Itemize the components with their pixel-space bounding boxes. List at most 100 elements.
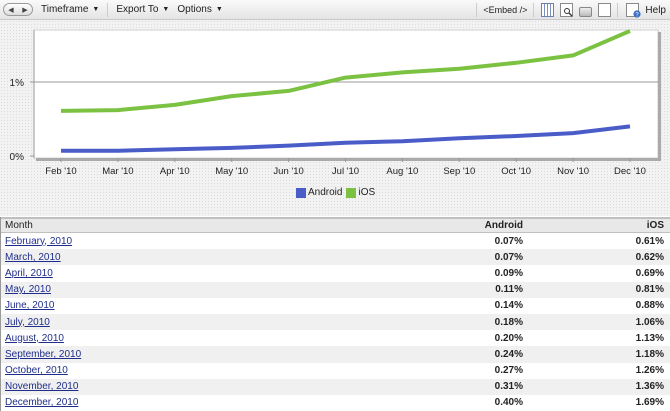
ios-value: 0.61%: [635, 235, 664, 247]
x-tick-label: Jul '10: [332, 166, 359, 177]
x-tick-label: Feb '10: [45, 166, 76, 177]
month-link[interactable]: September, 2010: [5, 348, 82, 360]
month-link[interactable]: March, 2010: [5, 251, 61, 263]
x-tick-label: Dec '10: [614, 166, 646, 177]
x-tick-label: Oct '10: [501, 166, 531, 177]
ios-value: 1.69%: [635, 397, 664, 409]
month-link[interactable]: July, 2010: [5, 316, 50, 328]
month-link[interactable]: August, 2010: [5, 332, 64, 344]
export-label: Export To: [116, 4, 159, 15]
table-row: September, 2010 0.24% 1.18%: [1, 346, 670, 363]
plot-area: [33, 29, 659, 159]
month-link[interactable]: June, 2010: [5, 300, 55, 312]
ios-value: 0.81%: [635, 284, 664, 296]
export-menu[interactable]: Export To ▼: [116, 4, 169, 15]
android-swatch: [296, 187, 306, 198]
table-row: August, 2010 0.20% 1.13%: [1, 330, 670, 346]
nav-buttons: ◀ ▶: [3, 3, 33, 16]
print-preview-icon[interactable]: [560, 3, 574, 17]
chevron-down-icon: ▼: [92, 6, 100, 13]
ios-value: 1.36%: [635, 381, 664, 393]
y-tick-label: 0%: [10, 152, 25, 163]
chevron-down-icon: ▼: [215, 6, 223, 13]
table-header: Month Android iOS: [1, 217, 670, 233]
x-tick-label: Jun '10: [273, 166, 303, 177]
android-value: 0.11%: [495, 284, 523, 296]
month-header[interactable]: Month: [5, 220, 33, 231]
android-value: 0.27%: [494, 365, 523, 377]
series-line-ios[interactable]: [60, 29, 631, 113]
toolbar-right: <Embed /> ? Help: [468, 0, 666, 20]
chart-legend: Android iOS: [296, 187, 379, 198]
android-value: 0.09%: [494, 267, 523, 279]
android-value: 0.14%: [494, 300, 523, 312]
ios-value: 1.26%: [635, 365, 664, 377]
table-row: July, 2010 0.18% 1.06%: [1, 313, 670, 331]
ios-value: 0.62%: [635, 251, 664, 263]
x-tick-label: Apr '10: [160, 166, 190, 177]
y-axis: 0% 1%: [10, 78, 25, 163]
table-row: November, 2010 0.31% 1.36%: [1, 378, 670, 395]
help-link[interactable]: Help: [645, 4, 666, 16]
x-tick-label: Sep '10: [443, 166, 475, 177]
x-tick-label: Nov '10: [557, 166, 589, 177]
table-row: April, 2010 0.09% 0.69%: [1, 265, 670, 281]
y-tick-label: 1%: [10, 78, 25, 89]
month-link[interactable]: May, 2010: [5, 284, 51, 296]
x-tick-label: May '10: [215, 166, 248, 177]
legend-label: iOS: [358, 187, 376, 198]
back-arrow-icon[interactable]: ◀: [8, 6, 14, 14]
ios-value: 1.13%: [635, 332, 664, 344]
divider: [617, 3, 619, 17]
table-row: May, 2010 0.11% 0.81%: [1, 281, 670, 298]
timeframe-label: Timeframe: [41, 4, 89, 15]
x-tick-label: Mar '10: [102, 166, 133, 177]
android-value: 0.40%: [494, 397, 523, 409]
forward-arrow-icon[interactable]: ▶: [22, 6, 28, 14]
options-label: Options: [177, 4, 212, 15]
help-icon[interactable]: ?: [626, 3, 642, 19]
month-link[interactable]: November, 2010: [5, 381, 79, 393]
data-lines: [60, 29, 631, 153]
table-row: October, 2010 0.27% 1.26%: [1, 363, 670, 379]
page-icon[interactable]: [598, 3, 612, 17]
svg-text:?: ?: [636, 13, 640, 19]
ios-value: 1.06%: [635, 316, 664, 328]
columns-icon[interactable]: [541, 3, 555, 17]
ios-header[interactable]: iOS: [646, 220, 664, 231]
ios-swatch: [346, 187, 357, 198]
legend-item-ios[interactable]: iOS: [346, 187, 375, 198]
divider: [107, 2, 109, 17]
month-link[interactable]: April, 2010: [5, 267, 53, 279]
table-body: February, 2010 0.07% 0.61% March, 2010 0.07%…: [1, 233, 670, 411]
table-row: March, 2010 0.07% 0.62%: [1, 249, 670, 266]
chart-area: 0% 1% Feb '10 Mar '10 Apr '10 May '10 Jun '10…: [0, 20, 670, 216]
toolbar: ◀ ▶ Timeframe ▼ Export To ▼ Options ▼ <E…: [0, 0, 670, 20]
ios-value: 0.88%: [635, 300, 664, 312]
android-value: 0.31%: [494, 381, 523, 393]
chevron-down-icon: ▼: [162, 6, 170, 13]
line-chart: 0% 1% Feb '10 Mar '10 Apr '10 May '10 Jun '10…: [10, 29, 661, 177]
options-menu[interactable]: Options ▼: [177, 4, 222, 15]
legend-item-android[interactable]: Android: [296, 187, 342, 198]
series-line-android[interactable]: [61, 124, 631, 153]
ios-value: 0.69%: [635, 267, 664, 279]
legend-label: Android: [308, 187, 343, 198]
data-table: Month Android iOS February, 2010 0.07% 0.6…: [0, 217, 670, 411]
timeframe-menu[interactable]: Timeframe ▼: [41, 4, 99, 15]
embed-button[interactable]: <Embed />: [483, 5, 528, 15]
divider: [533, 3, 535, 17]
table-row: February, 2010 0.07% 0.61%: [1, 233, 670, 249]
x-tick-label: Aug '10: [386, 166, 418, 177]
android-value: 0.07%: [494, 251, 523, 263]
android-value: 0.24%: [494, 348, 523, 360]
table-row: December, 2010 0.40% 1.69%: [1, 395, 670, 411]
android-header[interactable]: Android: [484, 220, 523, 231]
print-icon[interactable]: [579, 6, 593, 17]
month-link[interactable]: October, 2010: [5, 365, 68, 377]
month-link[interactable]: December, 2010: [5, 397, 79, 409]
month-link[interactable]: February, 2010: [5, 235, 73, 247]
ios-value: 1.18%: [635, 348, 664, 360]
divider: [476, 3, 478, 17]
android-value: 0.07%: [494, 235, 523, 247]
